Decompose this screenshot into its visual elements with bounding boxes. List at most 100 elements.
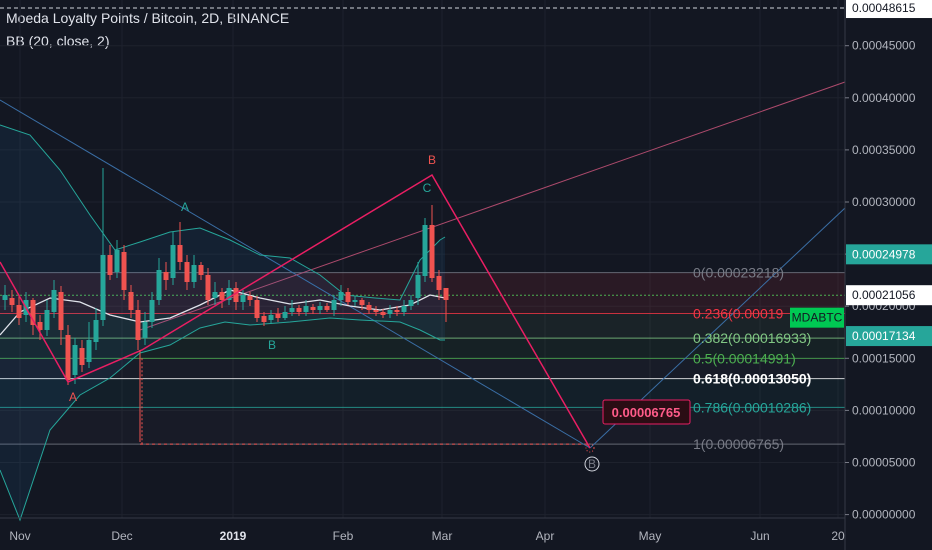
indicator-legend: BB (20, close, 2) [6,33,110,49]
price-tick-label: 0.00045000 [852,39,916,53]
trendline-pink [139,81,846,331]
candle-body [226,288,232,300]
candle-body [317,306,323,310]
candle [135,300,141,350]
fib-label-0.618: 0.618(0.00013050) [693,371,811,387]
candle [93,308,99,350]
candles [2,168,449,385]
candle [352,296,358,306]
candle [114,240,120,278]
price-badge-label: 0.00021056 [852,288,916,302]
fib-zone [0,378,845,408]
candle-body [394,310,400,312]
candle [373,306,379,316]
candle-body [373,310,379,312]
pattern-label: B [588,457,596,471]
candle-body [163,272,169,280]
candle-body [443,288,449,300]
candle-body [135,310,141,340]
price-tick-label: 0.00035000 [852,143,916,157]
candle-body [303,306,309,312]
target-tag-bg [602,399,691,425]
time-axis: Nov Dec 2019 Feb Mar Apr May Jun 20 [0,517,845,543]
candle-body [247,296,253,300]
candle [345,288,351,305]
candle-body [177,245,183,262]
candle [275,308,281,322]
candle-body [79,348,85,365]
candle [296,305,302,316]
candle-body [282,312,288,318]
fib-zone [0,407,845,445]
candle-body [331,300,337,310]
candle-body [366,305,372,310]
candle [37,315,43,340]
fib-zone [0,313,845,339]
candle-body [429,225,435,278]
candle-body [86,340,92,362]
target-tag-label: 0.00006765 [612,405,681,420]
candle-body [156,270,162,300]
candle-body [387,310,393,314]
time-tick-label: Dec [111,529,132,543]
time-tick-label: Feb [333,529,354,543]
candle [107,245,113,280]
candle-body [170,245,176,278]
symbol-tag-bg [790,307,844,328]
price-tick-label: 0.00040000 [852,91,916,105]
candle-body [415,275,421,298]
candle [380,309,386,318]
candle-body [198,265,204,275]
bollinger-lower [0,317,445,522]
chart-title: Moeda Loyalty Points / Bitcoin, 2D, BINA… [6,10,290,26]
price-tick-label: 0.00015000 [852,351,916,365]
candle-body [44,310,50,330]
candle-body [128,292,134,310]
candle [436,270,442,300]
candle [387,305,393,318]
time-tick-label: Nov [9,529,30,543]
candle [72,338,78,384]
candle [394,306,400,316]
candle [415,262,421,305]
time-tick-label: 2019 [220,529,247,543]
candle-body [219,292,225,300]
candle-body [65,335,71,380]
candle-body [310,307,316,310]
candle [443,288,449,322]
candle-body [422,225,428,276]
candle [205,268,211,305]
candle-body [289,308,295,312]
time-tick-label: Mar [432,529,453,543]
candle [429,205,435,282]
candle [317,302,323,314]
candle-body [107,255,113,275]
symbol-tag-label: MDABTC [792,311,843,325]
candle-body [352,300,358,302]
candle-body [184,262,190,282]
pattern-label: A [69,390,77,404]
fib-label-1: 1(0.00006765) [693,436,784,452]
candle-body [324,306,330,310]
candle [170,232,176,285]
fib-zone [0,272,845,314]
candle [128,285,134,318]
trendline-descending [0,99,591,449]
candle [16,295,22,325]
candle-body [345,292,351,302]
candle [289,300,295,316]
candle [303,300,309,316]
target-point [585,443,595,453]
price-badge-bg [846,244,932,265]
price-tick-label: 0.00005000 [852,456,916,470]
candle-body [212,292,218,298]
candle-body [233,288,239,302]
pattern-label: A [181,200,189,214]
candle-body [121,252,127,290]
candle-body [205,275,211,300]
candle [282,306,288,320]
candle-body [58,292,64,330]
pattern-label: C [423,181,432,195]
time-tick-label: Jun [750,529,769,543]
